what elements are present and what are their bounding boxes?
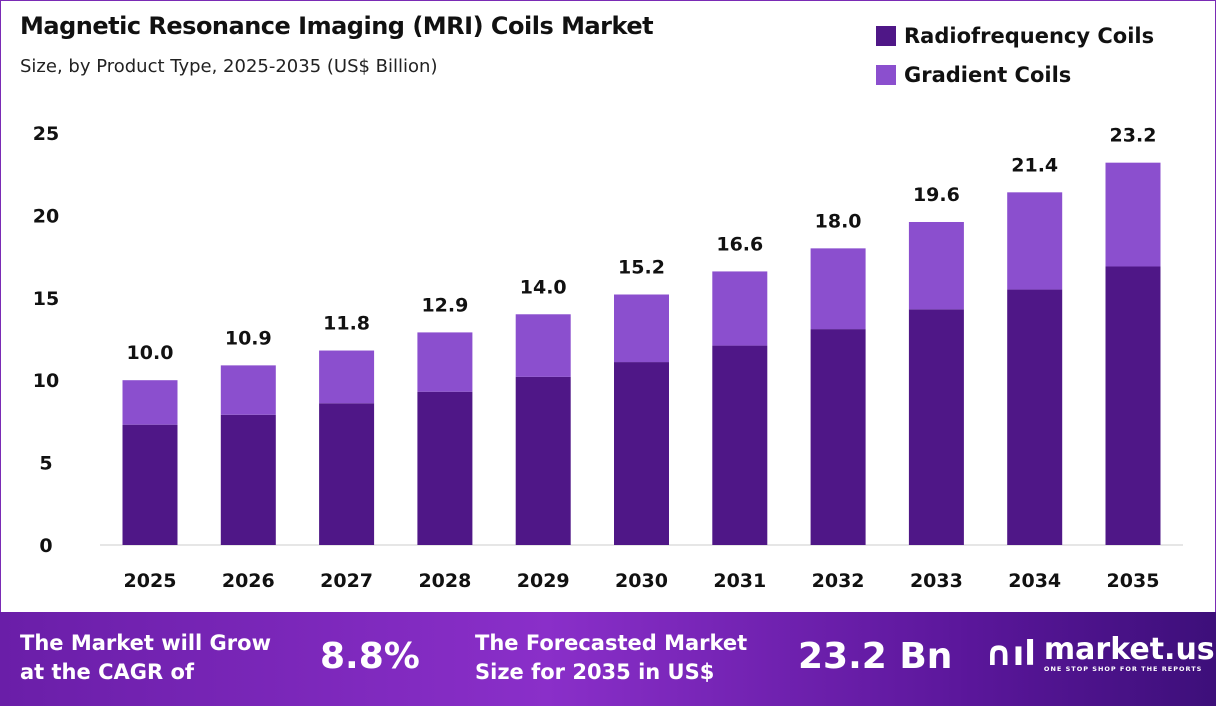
bar-gradient-2030 [614,294,669,363]
x-tick-label: 2027 [320,570,373,592]
bar-radiofrequency-2026 [220,414,276,545]
x-tick-label: 2032 [812,570,865,592]
total-data-label: 12.9 [421,294,468,316]
bar-gradient-2027 [319,350,375,404]
bar-radiofrequency-2028 [417,391,473,545]
bar-gradient-2031 [712,271,768,346]
x-tick-label: 2029 [517,570,570,592]
x-tick-label: 2030 [615,570,668,592]
y-tick-label: 20 [33,205,59,227]
chart-subtitle: Size, by Product Type, 2025-2035 (US$ Bi… [20,56,438,77]
bar-radiofrequency-2031 [712,345,768,545]
logo-tagline: ONE STOP SHOP FOR THE REPORTS [1043,665,1203,673]
bar-radiofrequency-2027 [319,403,375,545]
legend-item-radiofrequency: Radiofrequency Coils [876,16,1154,55]
bar-radiofrequency-2025 [122,424,178,545]
bar-radiofrequency-2034 [1007,289,1063,545]
bar-gradient-2034 [1007,192,1063,290]
cagr-label-line: at the CAGR of [20,660,195,684]
bar-gradient-2029 [515,314,571,377]
total-data-label: 15.2 [618,257,665,279]
bar-chart: 051015202510.0202510.9202611.8202712.920… [33,123,1183,592]
total-data-label: 16.6 [716,233,763,255]
forecast-label-line: The Forecasted Market [475,631,748,655]
chart-title: Magnetic Resonance Imaging (MRI) Coils M… [20,12,654,40]
bar-gradient-2032 [810,248,866,330]
y-tick-label: 15 [33,288,59,310]
logo-icon: ∩ıl [985,634,1036,674]
forecast-value: 23.2 Bn [798,636,953,677]
y-tick-label: 10 [33,370,59,392]
total-data-label: 14.0 [520,276,567,298]
x-tick-label: 2035 [1107,570,1160,592]
y-tick-label: 25 [33,123,59,145]
total-data-label: 11.8 [323,313,370,335]
market-us-logo: ∩ıl market.us ONE STOP SHOP FOR THE REPO… [985,634,1215,674]
total-data-label: 19.6 [913,184,960,206]
legend-swatch [876,64,896,85]
legend: Radiofrequency Coils Gradient Coils [876,16,1154,94]
legend-item-gradient: Gradient Coils [876,55,1154,94]
legend-swatch [876,25,896,46]
legend-label: Gradient Coils [904,62,1072,87]
y-tick-label: 5 [39,453,52,475]
bar-gradient-2035 [1105,162,1161,267]
cagr-value: 8.8% [320,636,420,677]
total-data-label: 18.0 [815,210,862,232]
footer-banner: The Market will Grow at the CAGR of 8.8%… [0,612,1216,706]
bar-radiofrequency-2029 [515,376,571,545]
legend-label: Radiofrequency Coils [904,23,1155,48]
bar-gradient-2026 [220,365,276,415]
x-tick-label: 2028 [418,570,471,592]
cagr-label: The Market will Grow at the CAGR of [20,629,271,687]
total-data-label: 21.4 [1011,154,1058,176]
x-tick-label: 2031 [713,570,766,592]
bar-radiofrequency-2032 [810,329,866,545]
bar-radiofrequency-2035 [1105,266,1161,545]
x-tick-label: 2026 [222,570,275,592]
total-data-label: 10.9 [225,327,272,349]
x-tick-label: 2034 [1008,570,1061,592]
y-tick-label: 0 [39,535,52,557]
x-tick-label: 2033 [910,570,963,592]
bar-gradient-2025 [122,380,178,425]
bar-gradient-2028 [417,332,473,392]
bar-gradient-2033 [908,221,964,310]
total-data-label: 10.0 [127,342,174,364]
cagr-label-line: The Market will Grow [20,631,271,655]
forecast-label: The Forecasted Market Size for 2035 in U… [475,629,747,687]
logo-name: market.us [1043,632,1215,667]
x-tick-label: 2025 [124,570,177,592]
total-data-label: 23.2 [1110,125,1157,147]
bar-radiofrequency-2030 [614,362,669,545]
bar-radiofrequency-2033 [908,309,964,545]
forecast-label-line: Size for 2035 in US$ [475,660,715,684]
